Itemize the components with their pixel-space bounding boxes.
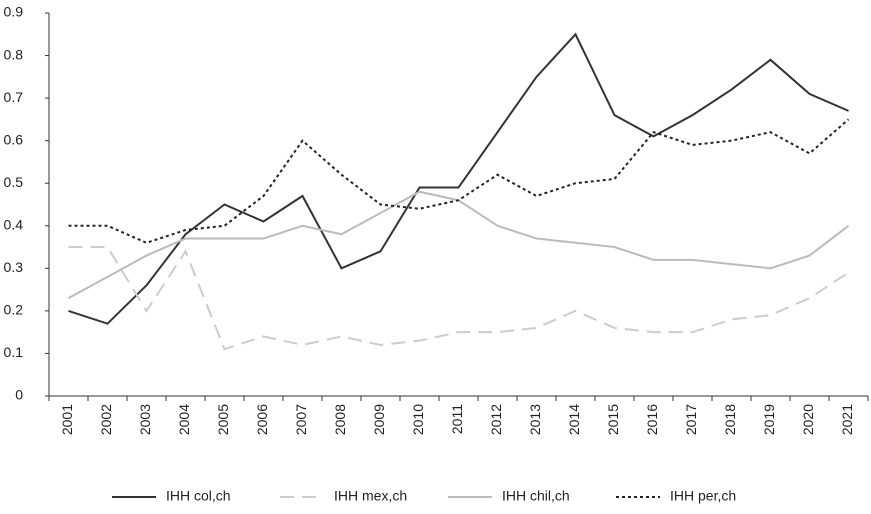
- y-tick-label: 0.6: [4, 131, 24, 147]
- x-tick-label: 2019: [761, 404, 777, 435]
- x-tick-label: 2002: [98, 404, 114, 435]
- legend-label: IHH mex,ch: [334, 488, 407, 504]
- x-tick-label: 2008: [332, 404, 348, 435]
- y-tick-label: 0.5: [4, 174, 24, 190]
- y-tick-label: 0.7: [4, 89, 24, 105]
- x-tick-label: 2012: [488, 404, 504, 435]
- x-tick-label: 2004: [176, 404, 192, 435]
- x-tick-label: 2021: [839, 404, 855, 435]
- y-tick-label: 0: [15, 387, 23, 403]
- series-line: [68, 32, 849, 325]
- series-line: [68, 118, 850, 244]
- x-tick-label: 2005: [215, 404, 231, 435]
- y-tick-label: 0.8: [4, 46, 24, 62]
- x-tick-label: 2001: [59, 404, 75, 435]
- legend-label: IHH per,ch: [670, 488, 736, 504]
- series-line: [68, 190, 850, 299]
- legend-label: IHH chil,ch: [502, 488, 570, 504]
- y-tick-label: 0.9: [4, 4, 24, 20]
- x-tick-label: 2013: [527, 404, 543, 435]
- x-tick-label: 2006: [254, 404, 270, 435]
- x-tick-label: 2014: [566, 404, 582, 435]
- y-tick-label: 0.3: [4, 259, 24, 275]
- x-tick-label: 2011: [449, 404, 465, 434]
- x-tick-label: 2007: [293, 404, 309, 435]
- x-tick-label: 2017: [683, 404, 699, 435]
- legend-label: IHH col,ch: [166, 488, 231, 504]
- y-tick-label: 0.1: [4, 344, 24, 360]
- x-tick-label: 2010: [410, 404, 426, 435]
- x-tick-label: 2016: [644, 404, 660, 435]
- x-tick-label: 2015: [605, 404, 621, 435]
- series-line: [68, 246, 850, 351]
- x-tick-label: 2018: [722, 404, 738, 435]
- y-tick-label: 0.4: [4, 216, 24, 232]
- x-tick-label: 2020: [800, 404, 816, 435]
- y-tick-label: 0.2: [4, 302, 24, 318]
- x-tick-label: 2003: [137, 404, 153, 435]
- x-tick-label: 2009: [371, 404, 387, 435]
